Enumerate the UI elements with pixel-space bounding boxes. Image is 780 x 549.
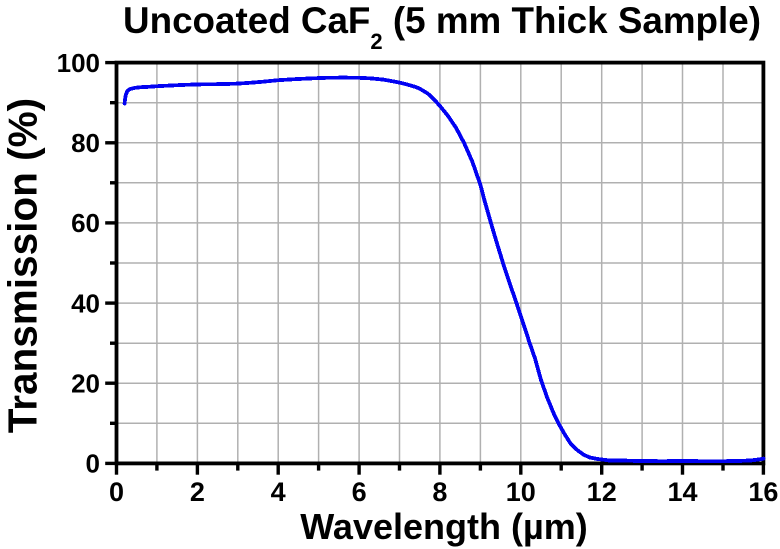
- svg-text:100: 100: [57, 48, 100, 78]
- svg-text:16: 16: [748, 477, 778, 507]
- svg-text:6: 6: [352, 477, 367, 507]
- svg-text:2: 2: [190, 477, 205, 507]
- svg-text:20: 20: [71, 368, 100, 398]
- svg-text:12: 12: [587, 477, 617, 507]
- svg-text:10: 10: [506, 477, 536, 507]
- svg-text:40: 40: [71, 288, 100, 318]
- svg-text:0: 0: [86, 449, 100, 479]
- svg-text:14: 14: [667, 477, 697, 507]
- svg-text:8: 8: [432, 477, 447, 507]
- svg-text:Transmission (%): Transmission (%): [0, 98, 45, 433]
- svg-text:80: 80: [71, 128, 100, 158]
- svg-text:Wavelength (µm): Wavelength (µm): [300, 506, 587, 547]
- svg-text:60: 60: [71, 208, 100, 238]
- svg-text:0: 0: [109, 477, 124, 507]
- svg-text:4: 4: [271, 477, 286, 507]
